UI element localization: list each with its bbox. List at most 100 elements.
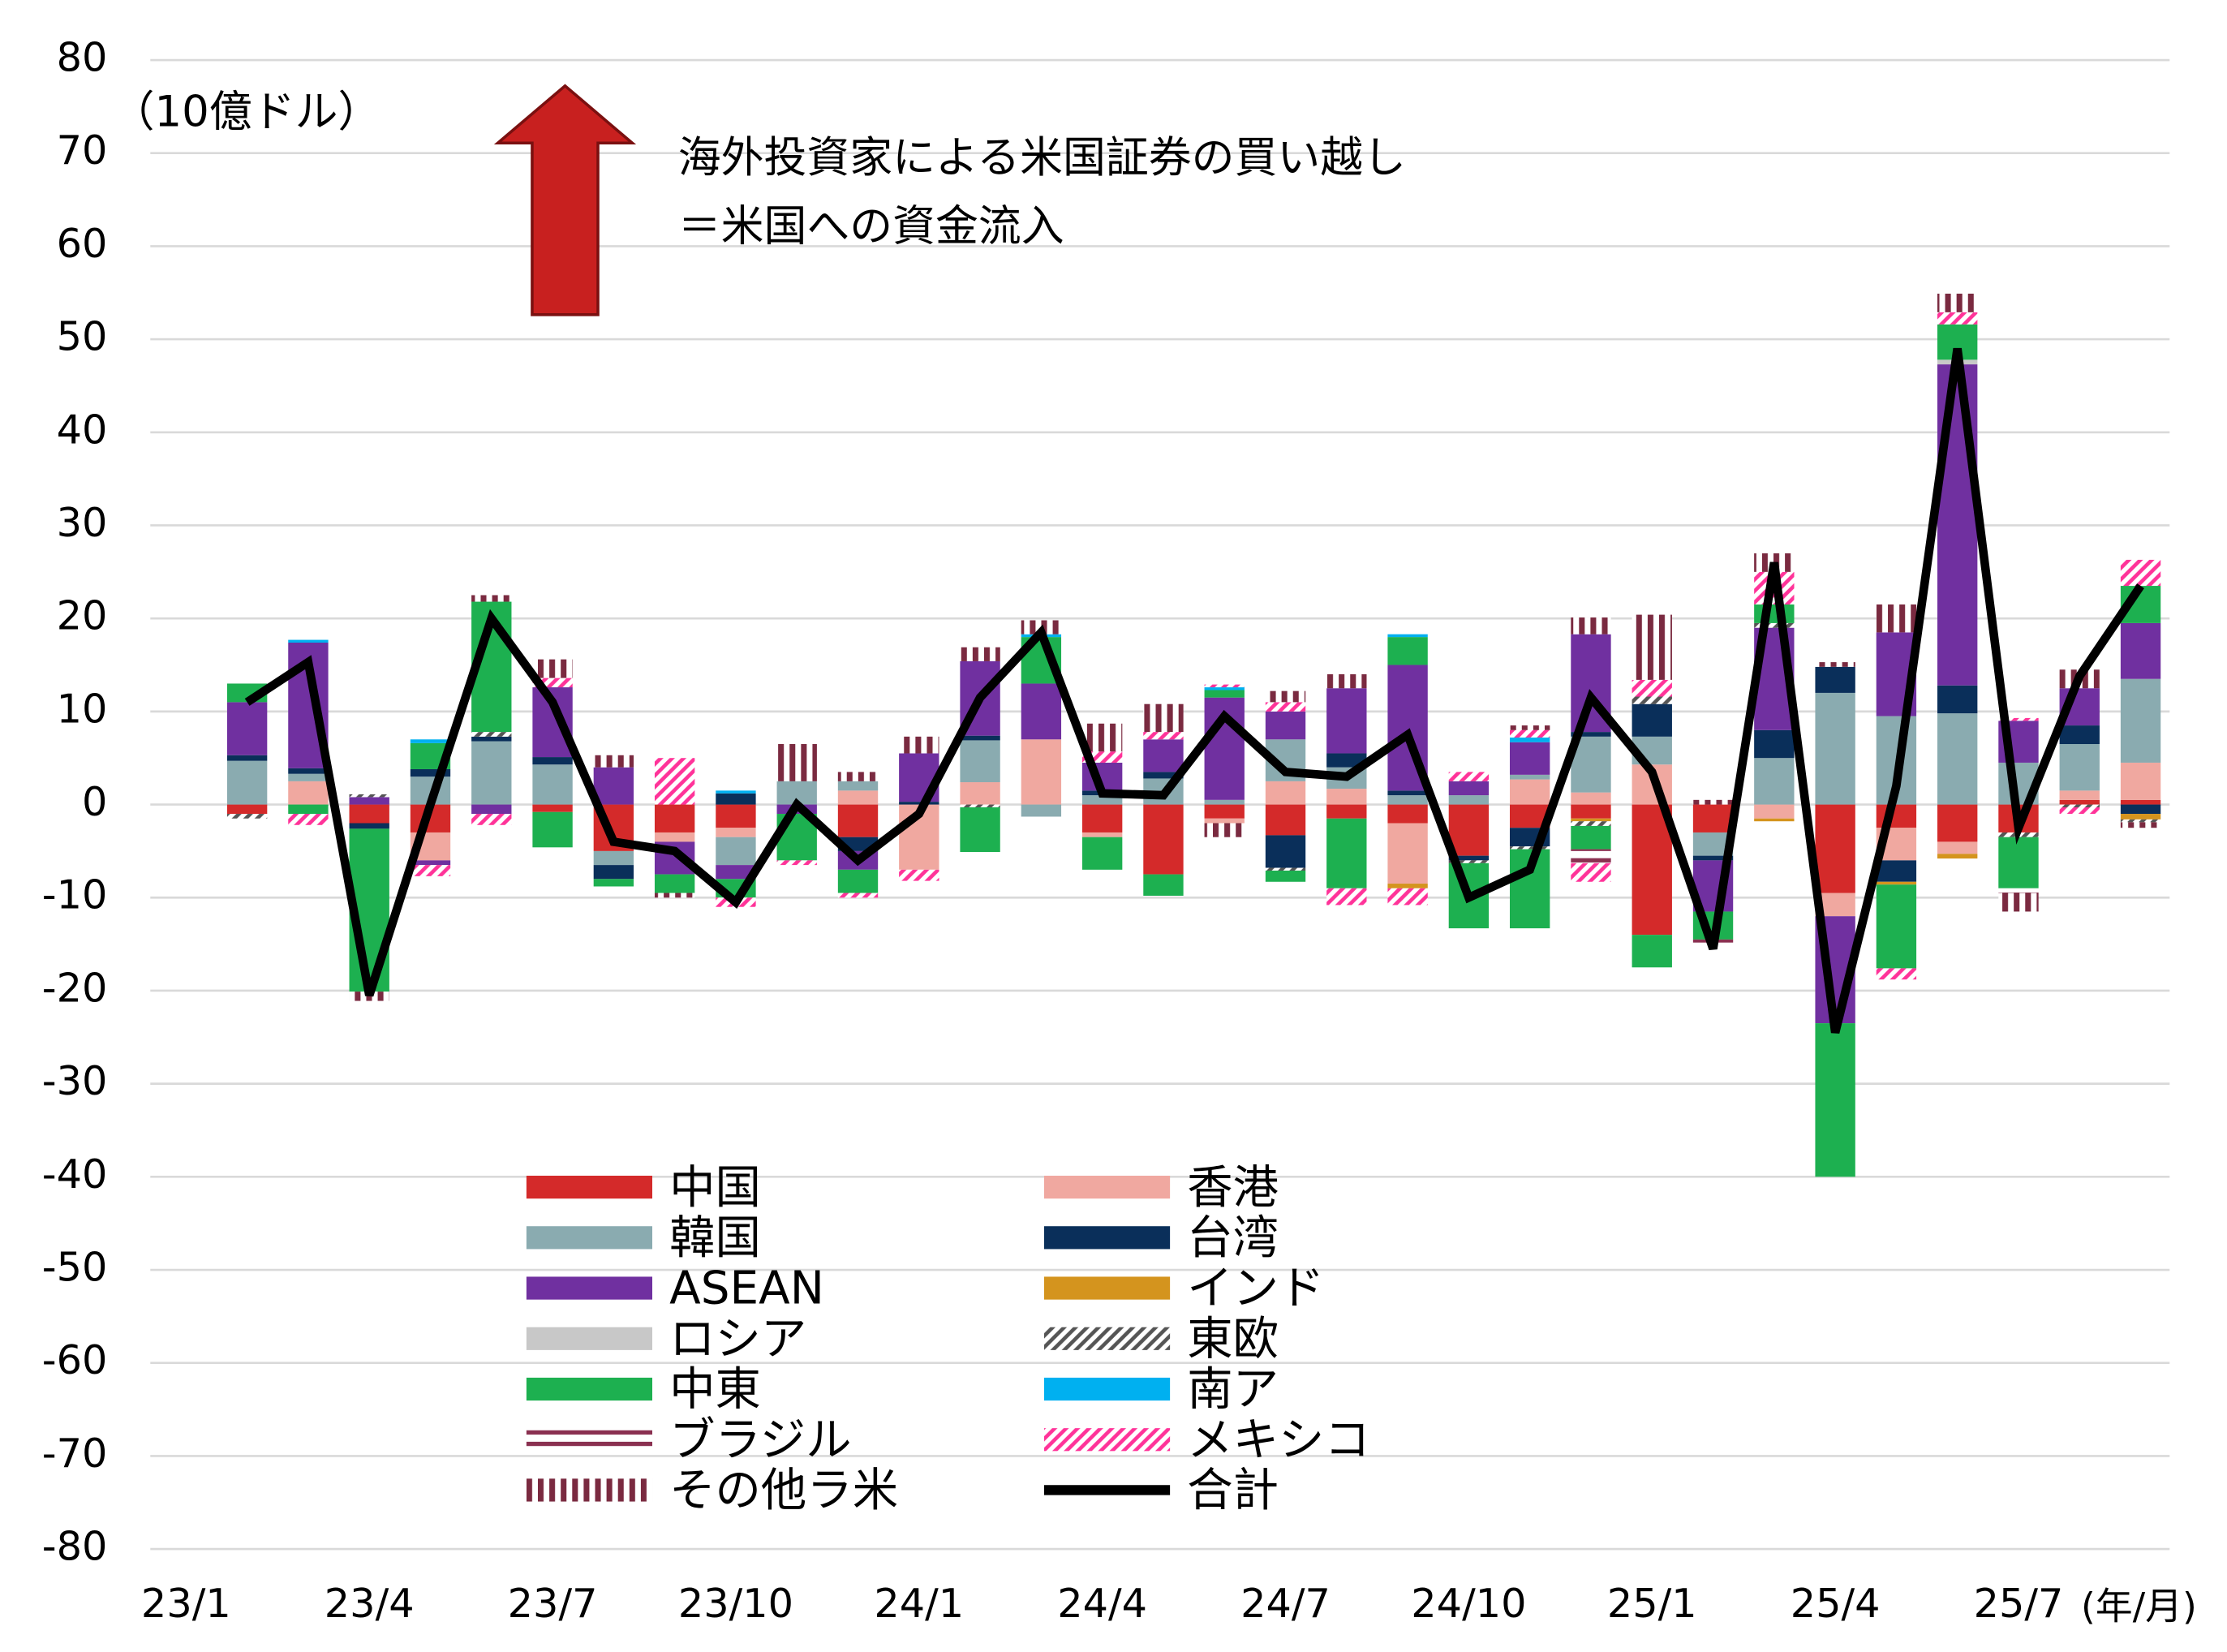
x-tick-label: 24/7 [1240,1580,1331,1627]
bar-segment [1204,687,1245,690]
bar-segment [2120,678,2161,763]
bar-segment [1387,823,1428,884]
bar-segment [593,767,634,805]
legend-label: 台湾 [1187,1211,1279,1264]
bar-segment [1021,739,1062,805]
legend-label: 合計 [1187,1465,1279,1517]
bar-segment [2120,822,2161,828]
bar-segment [960,804,1000,807]
bar-segment [471,736,512,742]
legend-swatch [1044,1175,1171,1199]
y-tick-label: 50 [57,313,108,360]
bar-segment [349,794,389,798]
legend-label: 中国 [669,1161,761,1214]
bar-segment [1692,855,1734,861]
bar-segment [1571,849,1611,863]
annotation: 海外投資家による米国証券の買い越し [678,133,1406,183]
bar-segment [1571,818,1611,822]
bar-segment [1081,832,1123,837]
bar-segment [1448,781,1490,796]
bar-segment [716,837,756,866]
bar-segment [2120,799,2161,805]
bar-segment [1937,713,1978,805]
bar-segment [1754,622,1795,628]
y-tick-label: -30 [42,1057,108,1104]
bar-segment [1265,781,1306,805]
bar-segment [654,893,695,898]
bar-segment [716,790,756,794]
bar-segment [1204,684,1245,688]
bar-segment [1632,703,1672,737]
bar-segment [593,865,634,880]
bar-segment [1876,968,1917,980]
bar-segment [349,797,389,805]
bar-segment [1448,804,1490,856]
bar-segment [1509,774,1550,780]
bar-segment [288,639,329,643]
bar-segment [2059,799,2100,805]
bar-segment [1326,804,1367,819]
bar-segment [2059,790,2100,800]
legend-label: ブラジル [669,1413,851,1466]
bar-segment [1998,893,2039,912]
bar-segment [410,865,451,876]
bar-segment [654,758,695,805]
bar-segment [1632,614,1672,680]
bar-segment [1081,804,1123,832]
bar-segment [1387,804,1428,824]
bar-segment [837,869,879,893]
bar-segment [1815,1023,1855,1177]
y-tick-label: -60 [42,1336,108,1383]
bar-segment [1204,818,1245,824]
bar-segment [899,802,939,805]
bar-segment [1143,874,1184,896]
legend-swatch [526,1175,653,1199]
bar-segment [776,860,817,866]
legend-swatch [1044,1327,1171,1350]
bar-segment [1326,688,1367,754]
bar-segment [2059,725,2100,745]
bar-segment [1937,841,1978,854]
bar-segment [2120,814,2161,820]
x-tick-label: 23/7 [508,1580,598,1627]
bar-segment [1387,884,1428,888]
bar-segment [1326,789,1367,805]
bar-segment [1754,758,1795,805]
bar-segment [2120,819,2161,823]
bar-segment [2120,622,2161,679]
bar-segment [532,678,573,688]
bar-segment [1754,729,1795,759]
bar-segment [471,741,512,805]
bar-segment [1998,888,2039,893]
bar-segment [776,744,817,781]
bar-segment [226,804,268,815]
bar-segment [593,755,634,768]
bar-segment [1265,867,1306,871]
bar-segment [288,781,329,805]
bar-segment [1876,860,1917,882]
bar-segment [2059,807,2100,815]
bar-segment [288,804,329,815]
legend-label: 中東 [669,1363,761,1416]
bar-segment [471,595,512,602]
total-line [244,347,2144,1034]
bar-segment [226,702,268,755]
bar-segment [1326,753,1367,768]
bar-segment [1815,662,1855,667]
bar-segment [532,659,573,678]
bar-segment [1571,617,1611,635]
x-tick-label: 24/4 [1057,1580,1147,1627]
legend-label: 韓国 [669,1211,761,1264]
bar-segment [1143,739,1184,772]
bar-segment [1143,772,1184,779]
bar-segment [471,732,512,737]
bar-segment [837,781,879,791]
bar-segment [532,764,573,805]
x-tick-label: 23/4 [325,1580,415,1627]
legend-label: 南ア [1187,1363,1279,1416]
legend-swatch [1044,1428,1171,1452]
y-tick-label: -40 [42,1151,108,1198]
x-tick-label: 25/7 [1974,1580,2064,1627]
bar-segment [1143,732,1184,740]
legend-label: 香港 [1187,1161,1279,1214]
